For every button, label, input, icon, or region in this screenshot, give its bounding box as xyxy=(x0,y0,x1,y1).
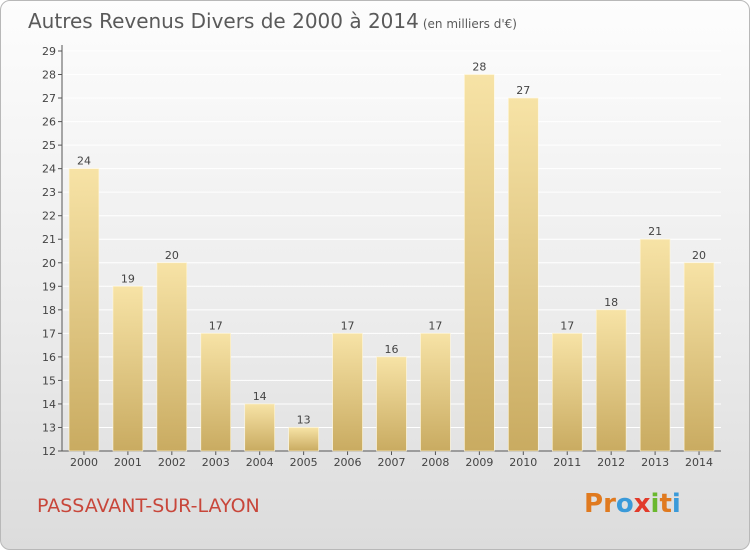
chart-subtitle: (en milliers d'€) xyxy=(422,17,517,31)
chart-title-text: Autres Revenus Divers de 2000 à 2014 xyxy=(28,9,419,33)
logo-letter: o xyxy=(615,489,634,519)
x-tick-label: 2010 xyxy=(509,456,537,469)
logo-letter: x xyxy=(633,489,651,519)
x-tick-label: 2001 xyxy=(114,456,142,469)
data-label: 17 xyxy=(560,319,574,332)
data-label: 17 xyxy=(341,319,355,332)
logo-letter: P xyxy=(584,489,604,519)
data-label: 20 xyxy=(165,249,179,262)
y-tick-label: 27 xyxy=(42,92,56,105)
logo-letter: i xyxy=(671,489,681,519)
bar xyxy=(200,333,232,452)
x-tick-label: 2005 xyxy=(290,456,318,469)
y-tick-label: 21 xyxy=(42,233,56,246)
y-tick-label: 14 xyxy=(42,398,56,411)
bar xyxy=(68,168,100,452)
bar xyxy=(376,356,407,452)
bars xyxy=(68,74,715,452)
x-tick-label: 2007 xyxy=(378,456,406,469)
logo-letter: t xyxy=(659,489,672,519)
y-tick-label: 18 xyxy=(42,304,56,317)
bar xyxy=(683,262,715,452)
x-tick-label: 2012 xyxy=(597,456,625,469)
bar xyxy=(595,309,627,452)
data-label: 14 xyxy=(253,390,267,403)
x-tick-label: 2004 xyxy=(246,456,274,469)
y-tick-label: 22 xyxy=(42,210,56,223)
bar xyxy=(332,333,363,452)
y-tick-label: 26 xyxy=(42,116,56,129)
location-label: PASSAVANT-SUR-LAYON xyxy=(37,495,260,517)
data-label: 17 xyxy=(428,319,442,332)
bar xyxy=(288,427,319,452)
y-tick-label: 15 xyxy=(42,374,56,387)
data-label: 27 xyxy=(516,84,530,97)
y-tick-label: 19 xyxy=(42,280,56,293)
data-label: 16 xyxy=(385,343,399,356)
x-tick-label: 2011 xyxy=(553,456,581,469)
y-tick-label: 25 xyxy=(42,139,56,152)
data-label: 24 xyxy=(77,155,91,168)
data-label: 28 xyxy=(472,61,486,74)
bar xyxy=(420,333,451,452)
x-tick-label: 2013 xyxy=(641,456,669,469)
bar xyxy=(156,262,188,452)
x-tick-label: 2014 xyxy=(685,456,713,469)
data-labels: 24 19 20 17 14 13 17 16 17 28 27 17 18 21 20 xyxy=(77,61,706,427)
y-tick-label: 29 xyxy=(42,45,56,58)
bar xyxy=(244,403,275,452)
data-label: 20 xyxy=(692,249,706,262)
bar xyxy=(639,238,671,452)
data-label: 13 xyxy=(297,413,311,426)
x-tick-label: 2002 xyxy=(158,456,186,469)
x-tick-label: 2006 xyxy=(334,456,362,469)
y-tick-label: 17 xyxy=(42,327,56,340)
logo-letter: i xyxy=(650,489,660,519)
data-label: 19 xyxy=(121,272,135,285)
y-tick-label: 20 xyxy=(42,257,56,270)
x-tick-label: 2008 xyxy=(421,456,449,469)
data-label: 21 xyxy=(648,225,662,238)
y-tick-label: 12 xyxy=(42,445,56,458)
bar xyxy=(551,333,583,452)
data-label: 18 xyxy=(604,296,618,309)
y-tick-label: 24 xyxy=(42,163,56,176)
proxiti-logo: Proxiti xyxy=(584,489,681,519)
bar xyxy=(112,285,144,452)
y-tick-label: 13 xyxy=(42,421,56,434)
bar xyxy=(464,74,495,452)
x-tick-label: 2003 xyxy=(202,456,230,469)
chart-title: Autres Revenus Divers de 2000 à 2014 (en … xyxy=(28,9,517,33)
bar xyxy=(508,97,539,452)
data-label: 17 xyxy=(209,319,223,332)
x-tick-label: 2000 xyxy=(70,456,98,469)
y-tick-label: 16 xyxy=(42,351,56,364)
logo-letter: r xyxy=(603,489,616,519)
x-tick-label: 2009 xyxy=(465,456,493,469)
y-tick-label: 23 xyxy=(42,186,56,199)
y-tick-label: 28 xyxy=(42,69,56,82)
